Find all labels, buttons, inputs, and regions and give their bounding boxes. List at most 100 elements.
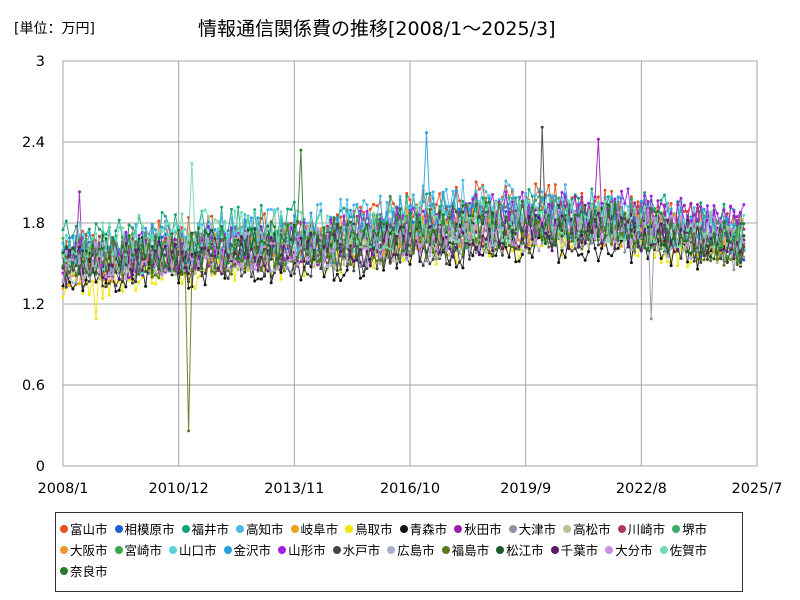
data-point xyxy=(596,211,600,215)
data-point xyxy=(458,260,462,264)
data-point xyxy=(61,284,65,288)
data-point xyxy=(130,273,134,277)
data-point xyxy=(570,239,574,243)
data-point xyxy=(289,270,293,274)
data-point xyxy=(474,193,478,197)
data-point xyxy=(200,274,204,278)
data-point xyxy=(540,244,544,248)
data-point xyxy=(705,251,709,255)
data-point xyxy=(570,246,574,249)
data-point xyxy=(732,223,736,227)
data-point xyxy=(431,257,435,261)
data-point xyxy=(537,187,541,191)
data-point xyxy=(471,235,475,239)
data-point xyxy=(256,225,260,229)
data-point xyxy=(639,248,643,252)
data-point xyxy=(68,261,72,265)
data-point xyxy=(230,272,233,276)
data-point xyxy=(375,213,379,217)
data-point xyxy=(349,208,352,212)
data-point xyxy=(491,193,495,196)
data-point xyxy=(296,263,300,267)
data-point xyxy=(273,242,276,245)
data-point xyxy=(530,243,534,247)
data-point xyxy=(676,203,680,207)
data-point xyxy=(653,207,657,211)
data-point xyxy=(553,206,557,210)
data-point xyxy=(405,204,409,207)
data-point xyxy=(276,267,280,270)
data-point xyxy=(289,208,293,211)
data-point xyxy=(299,260,303,264)
data-point xyxy=(560,246,564,250)
data-point xyxy=(325,214,329,218)
data-point xyxy=(646,204,650,208)
data-point xyxy=(398,260,402,264)
data-point xyxy=(603,188,607,192)
data-point xyxy=(312,258,316,262)
data-point xyxy=(358,232,362,236)
data-point xyxy=(530,203,534,207)
data-point xyxy=(583,215,587,219)
data-point xyxy=(200,247,204,250)
data-point xyxy=(71,250,75,254)
data-point xyxy=(557,203,561,207)
data-point xyxy=(444,262,448,266)
data-point xyxy=(477,199,481,203)
data-point xyxy=(71,236,75,240)
data-point xyxy=(699,258,703,262)
data-point xyxy=(61,251,65,255)
data-point xyxy=(524,201,528,205)
data-point xyxy=(633,249,637,253)
data-point xyxy=(286,260,290,264)
data-point xyxy=(398,244,402,248)
data-point xyxy=(137,233,141,237)
data-point xyxy=(349,255,352,259)
data-point xyxy=(656,229,660,233)
data-point xyxy=(299,211,303,214)
data-point xyxy=(557,196,561,200)
data-point xyxy=(306,221,310,225)
data-point xyxy=(504,179,508,183)
data-point xyxy=(382,245,386,249)
data-point xyxy=(362,213,366,217)
data-point xyxy=(712,250,716,254)
data-point xyxy=(170,271,174,275)
data-point xyxy=(474,180,478,184)
data-point xyxy=(392,259,395,263)
data-point xyxy=(401,253,405,257)
data-point xyxy=(735,215,739,219)
data-point xyxy=(421,238,425,241)
data-point xyxy=(104,237,108,241)
data-point xyxy=(689,251,693,255)
data-point xyxy=(510,215,514,219)
data-point xyxy=(573,241,577,245)
data-point xyxy=(233,257,237,261)
data-point xyxy=(686,265,690,269)
data-point xyxy=(603,200,607,204)
data-point xyxy=(220,255,224,258)
data-point xyxy=(418,257,422,260)
data-point xyxy=(246,228,250,232)
data-point xyxy=(580,252,584,256)
data-point xyxy=(147,234,151,238)
data-point xyxy=(471,254,475,258)
data-point xyxy=(134,222,138,226)
data-point xyxy=(335,269,339,272)
data-point xyxy=(682,203,686,207)
data-point xyxy=(160,277,164,281)
data-point xyxy=(557,208,561,212)
data-point xyxy=(600,234,604,238)
data-point xyxy=(107,281,111,285)
data-point xyxy=(623,250,627,254)
data-point xyxy=(193,267,197,270)
data-point xyxy=(504,210,508,213)
data-point xyxy=(520,253,524,256)
data-point xyxy=(699,205,703,209)
data-point xyxy=(537,211,541,214)
data-point xyxy=(742,258,746,262)
data-point xyxy=(610,197,614,201)
data-point xyxy=(130,232,134,236)
data-point xyxy=(527,199,531,203)
data-point xyxy=(355,240,359,244)
